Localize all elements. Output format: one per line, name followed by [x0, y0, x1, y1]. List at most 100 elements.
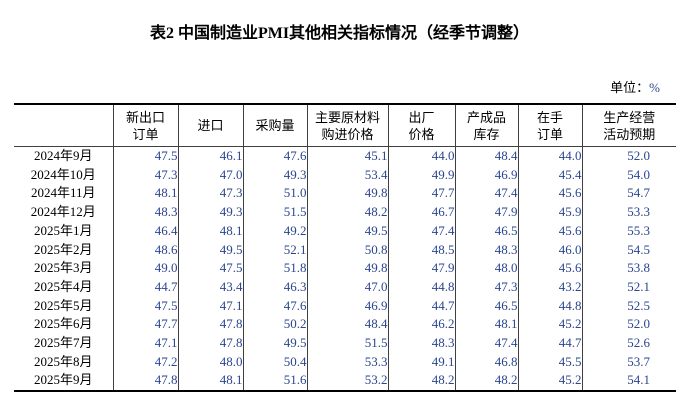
- row-date: 2025年4月: [33, 278, 93, 294]
- value-cell: 48.4: [454, 146, 518, 166]
- table-row: 2024年11月 48.1 47.3 51.0 49.8 47.7 47.4 45.6 54.7: [14, 184, 676, 204]
- value-cell: 53.3: [306, 352, 388, 372]
- value-cell: 44.8: [517, 296, 582, 316]
- value-cell: 45.6: [517, 184, 582, 204]
- value-cell: 44.0: [517, 146, 582, 166]
- value-cell: 51.0: [242, 184, 307, 204]
- value-cell: 48.5: [387, 240, 455, 260]
- table-row: 2024年9月 47.5 46.1 47.6 45.1 44.0 48.4 44.0 52.0: [14, 146, 676, 166]
- row-date: 2024年10月: [30, 166, 96, 182]
- value-cell: 46.1: [177, 146, 243, 166]
- row-date: 2024年9月: [33, 148, 93, 163]
- value-cell: 49.8: [306, 259, 388, 278]
- value-cell: 45.9: [517, 203, 582, 222]
- value-cell: 47.9: [387, 259, 455, 278]
- unit-label-prefix: 单位：: [610, 80, 650, 95]
- row-date: 2025年6月: [33, 316, 93, 332]
- value-cell: 47.5: [112, 296, 178, 316]
- value-cell: 47.5: [112, 146, 178, 166]
- value-cell: 53.4: [306, 165, 388, 185]
- value-cell: 54.5: [581, 240, 676, 260]
- value-cell: 47.2: [112, 352, 178, 372]
- row-date: 2025年1月: [33, 222, 93, 238]
- value-cell: 47.8: [177, 315, 243, 335]
- value-cell: 47.4: [454, 334, 518, 353]
- value-cell: 44.0: [387, 146, 455, 166]
- value-cell: 49.0: [112, 259, 178, 278]
- column-header-finished-inventory: 产成品 库存: [454, 104, 518, 147]
- value-cell: 44.7: [112, 277, 178, 297]
- table-row: 2025年2月 48.6 49.5 52.1 50.8 48.5 48.3 46.0 54.5: [14, 240, 676, 260]
- value-cell: 47.0: [177, 165, 243, 185]
- row-date: 2025年5月: [33, 297, 93, 313]
- value-cell: 45.2: [517, 315, 582, 335]
- value-cell: 44.7: [387, 296, 455, 316]
- corner-cell: [14, 104, 113, 147]
- header-row: 新出口 订单 进口 采购量 主要原材料 购进价格 出厂 价格 产成品 库存 在手…: [14, 104, 676, 147]
- value-cell: 49.2: [242, 221, 307, 241]
- table-row: 2025年3月 49.0 47.5 51.8 49.8 47.9 48.0 45.6 53.8: [14, 259, 676, 278]
- value-cell: 51.5: [306, 334, 388, 353]
- value-cell: 51.6: [242, 371, 307, 392]
- row-date: 2025年8月: [33, 353, 93, 369]
- value-cell: 49.1: [387, 352, 455, 372]
- value-cell: 45.6: [517, 221, 582, 241]
- value-cell: 50.4: [242, 352, 307, 372]
- value-cell: 47.6: [242, 146, 307, 166]
- table-row: 2025年8月 47.2 48.0 50.4 53.3 49.1 46.8 45.5 53.7: [14, 352, 676, 372]
- value-cell: 49.3: [242, 165, 307, 185]
- value-cell: 51.5: [242, 203, 307, 222]
- value-cell: 47.4: [454, 184, 518, 204]
- value-cell: 50.8: [306, 240, 388, 260]
- value-cell: 45.6: [517, 259, 582, 278]
- column-header-ex-factory-prices: 出厂 价格: [387, 104, 455, 147]
- value-cell: 43.2: [517, 277, 582, 297]
- value-cell: 47.4: [387, 221, 455, 241]
- value-cell: 47.7: [387, 184, 455, 204]
- value-cell: 47.3: [177, 184, 243, 204]
- value-cell: 48.2: [387, 371, 455, 392]
- value-cell: 47.9: [454, 203, 518, 222]
- value-cell: 47.6: [242, 296, 307, 316]
- value-cell: 46.9: [454, 165, 518, 185]
- value-cell: 47.8: [112, 371, 178, 392]
- table-row: 2025年4月 44.7 43.4 46.3 47.0 44.8 47.3 43.2 52.1: [14, 277, 676, 297]
- table-row: 2025年7月 47.1 47.8 49.5 51.5 48.3 47.4 44.7 52.6: [14, 334, 676, 353]
- unit-label: 单位：%: [0, 80, 679, 96]
- table-row: 2025年6月 47.7 47.8 50.2 48.4 46.2 48.1 45.2 52.0: [14, 315, 676, 335]
- value-cell: 48.0: [454, 259, 518, 278]
- unit-label-value: %: [649, 80, 660, 95]
- table-row: 2024年10月 47.3 47.0 49.3 53.4 49.9 46.9 45.4 54.0: [14, 165, 676, 185]
- value-cell: 43.4: [177, 277, 243, 297]
- column-header-new-export-orders: 新出口 订单: [112, 104, 178, 147]
- row-date: 2025年7月: [33, 335, 93, 351]
- value-cell: 48.3: [454, 240, 518, 260]
- value-cell: 49.9: [387, 165, 455, 185]
- value-cell: 52.6: [581, 334, 676, 353]
- table-row: 2024年12月 48.3 49.3 51.5 48.2 46.7 47.9 45.9 53.3: [14, 203, 676, 222]
- table-row: 2025年1月 46.4 48.1 49.2 49.5 47.4 46.5 45.6 55.3: [14, 221, 676, 241]
- value-cell: 46.9: [306, 296, 388, 316]
- value-cell: 48.1: [177, 221, 243, 241]
- value-cell: 45.2: [517, 371, 582, 392]
- value-cell: 49.3: [177, 203, 243, 222]
- value-cell: 49.5: [177, 240, 243, 260]
- pmi-indicators-table: 新出口 订单 进口 采购量 主要原材料 购进价格 出厂 价格 产成品 库存 在手…: [14, 103, 676, 393]
- value-cell: 49.5: [242, 334, 307, 353]
- value-cell: 46.5: [454, 221, 518, 241]
- column-header-orders-on-hand: 在手 订单: [517, 104, 582, 147]
- value-cell: 53.3: [581, 203, 676, 222]
- value-cell: 48.3: [387, 334, 455, 353]
- value-cell: 48.1: [112, 184, 178, 204]
- table-title: 表2 中国制造业PMI其他相关指标情况（经季节调整）: [149, 25, 530, 42]
- value-cell: 48.3: [112, 203, 178, 222]
- value-cell: 48.4: [306, 315, 388, 335]
- row-date: 2025年3月: [33, 260, 93, 276]
- value-cell: 49.8: [306, 184, 388, 204]
- column-header-raw-material-prices: 主要原材料 购进价格: [306, 104, 388, 147]
- row-date: 2024年11月: [30, 185, 96, 201]
- value-cell: 54.7: [581, 184, 676, 204]
- value-cell: 49.5: [306, 221, 388, 241]
- column-header-purchasing-volume: 采购量: [242, 104, 307, 147]
